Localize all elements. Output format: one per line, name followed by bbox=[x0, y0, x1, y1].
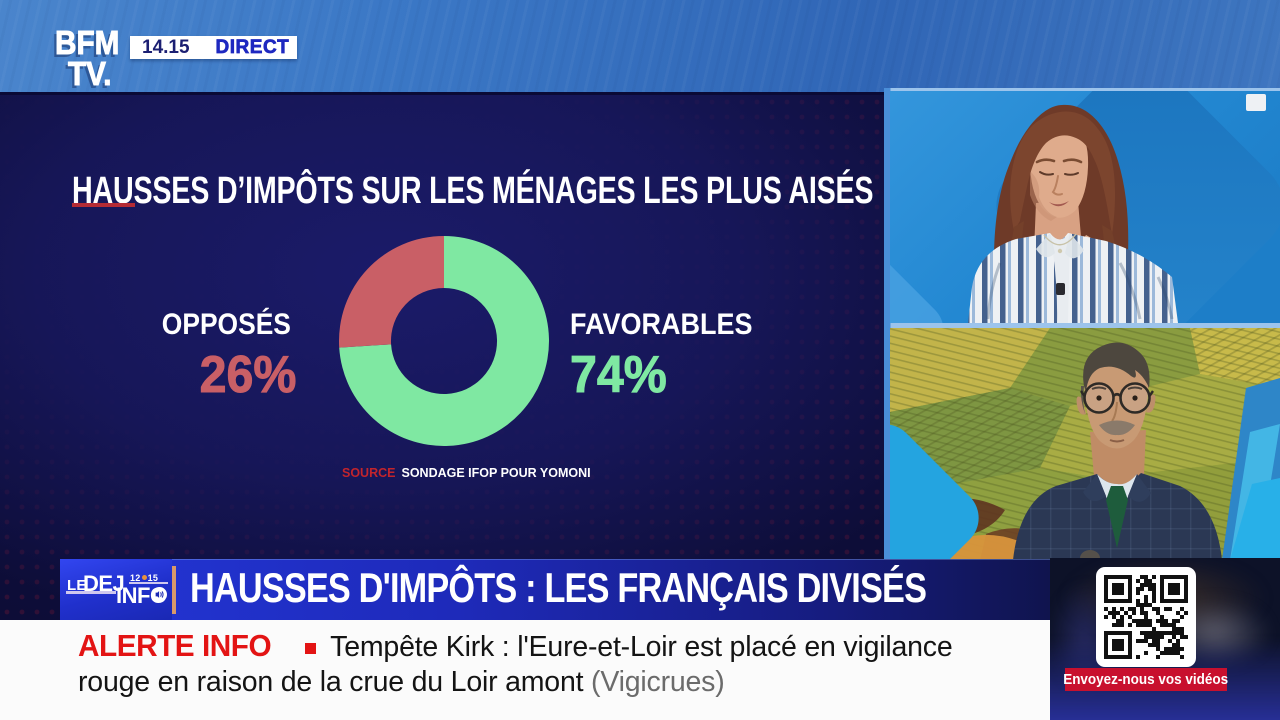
alert-bullet-icon bbox=[305, 643, 317, 654]
qr-cta-text: Envoyez-nous vos vidéos bbox=[1063, 671, 1229, 688]
bfm-logo-line2: TV. bbox=[68, 55, 112, 93]
favorable-label: FAVORABLES bbox=[570, 308, 753, 341]
alert-message: ALERTE INFO Tempête Kirk : l'Eure-et-Loir… bbox=[78, 628, 980, 700]
video-column bbox=[884, 88, 1280, 560]
qr-cta-banner: Envoyez-nous vos vidéos bbox=[1063, 668, 1229, 691]
headline-text: HAUSSES D'IMPÔTS : LES FRANÇAIS DIVISÉS bbox=[190, 563, 927, 611]
guest-video-feed bbox=[890, 328, 1280, 560]
source-line: SOURCE SONDAGE IFOP POUR YOMONI bbox=[342, 466, 591, 480]
favorable-label-group: FAVORABLES 74% bbox=[570, 308, 773, 405]
alert-strip: ALERTE INFO Tempête Kirk : l'Eure-et-Loir… bbox=[0, 620, 1050, 720]
qr-card bbox=[1096, 567, 1196, 667]
source-prefix: SOURCE bbox=[342, 466, 396, 480]
live-badge: DIRECT bbox=[215, 36, 290, 58]
donut-slice-favorables bbox=[339, 236, 549, 446]
source-text: SONDAGE IFOP POUR YOMONI bbox=[401, 466, 591, 480]
anchor-illustration bbox=[890, 91, 1280, 323]
alert-attribution: (Vigicrues) bbox=[591, 666, 725, 698]
anchor-video-feed bbox=[890, 91, 1280, 323]
logo-le: LE bbox=[67, 577, 87, 594]
qr-section: Envoyez-nous vos vidéos bbox=[1050, 558, 1280, 720]
time-direct-box: 14.15 DIRECT bbox=[130, 36, 297, 59]
ledej-info-logo: LE DEJ 12 15 INFO bbox=[60, 559, 172, 620]
opposed-label: OPPOSÉS bbox=[162, 308, 292, 341]
logo-rule2 bbox=[129, 582, 168, 584]
logo-timeslot: 12 15 bbox=[130, 573, 159, 583]
bfm-tv-logo: BFM TV. bbox=[55, 24, 126, 93]
favorable-value: 74% bbox=[570, 346, 668, 405]
opposed-label-group: OPPOSÉS 26% bbox=[80, 308, 300, 405]
qr-code[interactable] bbox=[1104, 575, 1188, 659]
poll-title: HAUSSES D’IMPÔTS SUR LES MÉNAGES LES PLU… bbox=[72, 170, 874, 212]
guest-illustration bbox=[890, 328, 1280, 560]
title-underline bbox=[72, 203, 135, 207]
bfm-logo-line1: BFM bbox=[55, 24, 120, 61]
speaker-icon bbox=[152, 587, 167, 602]
headline-banner: LE DEJ 12 15 INFO HAUSSES D'IMPÔTS : LES … bbox=[60, 559, 1050, 620]
donut-slice-opposés bbox=[339, 236, 444, 348]
logo-dot-icon bbox=[141, 575, 147, 580]
top-band: BFM TV. 14.15 DIRECT bbox=[0, 0, 1280, 95]
donut-chart bbox=[339, 236, 549, 446]
logo-rule bbox=[66, 591, 116, 594]
opposed-value: 26% bbox=[199, 346, 297, 405]
poll-graphic-panel: HAUSSES D’IMPÔTS SUR LES MÉNAGES LES PLU… bbox=[0, 95, 884, 620]
alert-label: ALERTE INFO bbox=[78, 628, 272, 663]
alert-message-text: Tempête Kirk : l'Eure-et-Loir est placé … bbox=[78, 631, 953, 698]
banner-separator bbox=[172, 565, 176, 614]
clock-time: 14.15 bbox=[142, 36, 190, 58]
